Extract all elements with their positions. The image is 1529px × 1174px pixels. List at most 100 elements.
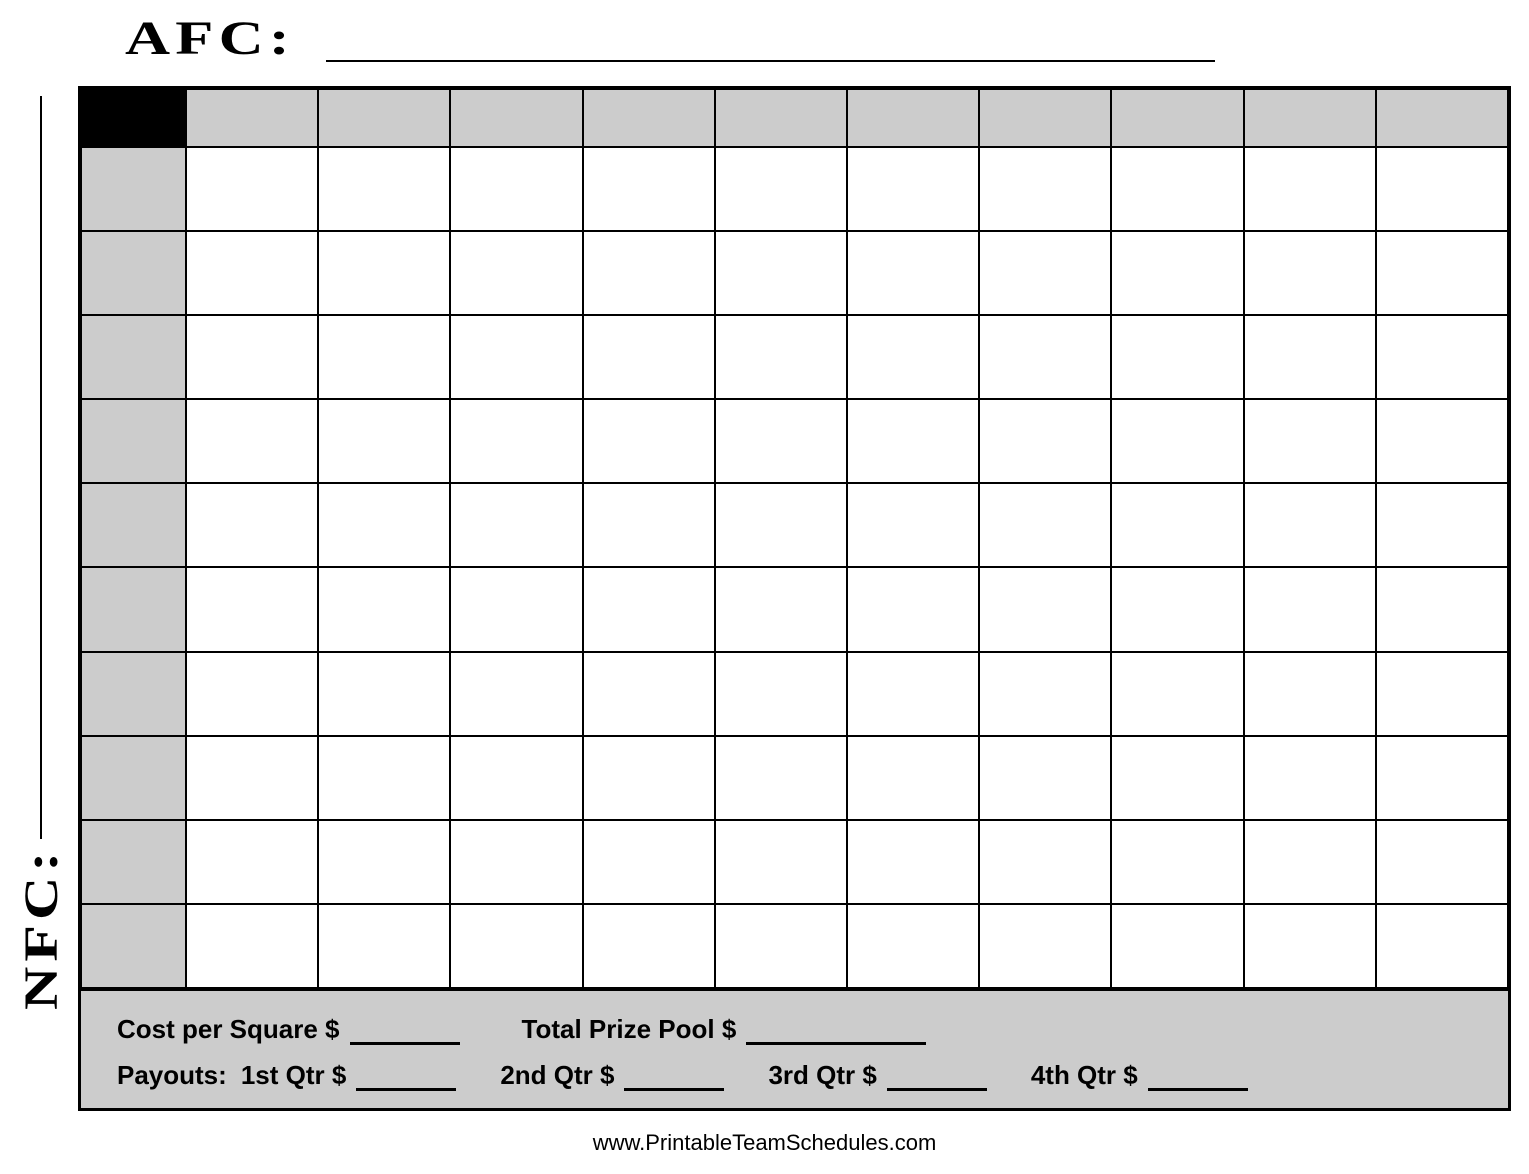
col-header <box>1244 89 1376 147</box>
square-cell <box>979 231 1111 315</box>
q2-blank <box>624 1069 724 1091</box>
square-cell <box>186 820 318 904</box>
square-cell <box>1111 147 1243 231</box>
square-cell <box>450 231 582 315</box>
square-cell <box>1244 231 1376 315</box>
square-cell <box>318 567 450 651</box>
square-cell <box>715 483 847 567</box>
square-cell <box>847 231 979 315</box>
square-cell <box>1111 904 1243 988</box>
row-header <box>81 736 186 820</box>
footer-url: www.PrintableTeamSchedules.com <box>0 1130 1529 1156</box>
square-cell <box>583 652 715 736</box>
afc-team-blank-line <box>326 60 1215 62</box>
square-cell <box>1376 652 1508 736</box>
square-cell <box>1111 399 1243 483</box>
row-header <box>81 483 186 567</box>
q4-blank <box>1148 1069 1248 1091</box>
row-header <box>81 399 186 483</box>
square-cell <box>318 399 450 483</box>
nfc-header: NFC: <box>16 86 66 994</box>
square-cell <box>186 904 318 988</box>
square-cell <box>1244 820 1376 904</box>
square-cell <box>1111 483 1243 567</box>
square-cell <box>1111 231 1243 315</box>
square-cell <box>847 820 979 904</box>
square-cell <box>847 567 979 651</box>
square-cell <box>1376 315 1508 399</box>
square-cell <box>715 147 847 231</box>
info-bar: Cost per Square $ Total Prize Pool $ Pay… <box>78 991 1511 1111</box>
square-cell <box>979 483 1111 567</box>
col-header <box>450 89 582 147</box>
square-cell <box>847 904 979 988</box>
square-cell <box>450 567 582 651</box>
square-cell <box>186 652 318 736</box>
square-cell <box>1111 567 1243 651</box>
prize-label: Total Prize Pool $ <box>522 1014 737 1045</box>
square-cell <box>318 315 450 399</box>
square-cell <box>583 736 715 820</box>
q4-label: 4th Qtr $ <box>1031 1060 1138 1091</box>
square-cell <box>979 567 1111 651</box>
square-cell <box>715 399 847 483</box>
square-cell <box>847 483 979 567</box>
col-header <box>847 89 979 147</box>
square-cell <box>1376 483 1508 567</box>
square-cell <box>450 904 582 988</box>
row-header <box>81 820 186 904</box>
row-header <box>81 904 186 988</box>
nfc-team-blank-line <box>40 96 42 839</box>
square-cell <box>715 904 847 988</box>
square-cell <box>583 231 715 315</box>
col-header <box>583 89 715 147</box>
q1-label: 1st Qtr $ <box>241 1060 347 1091</box>
square-cell <box>715 231 847 315</box>
col-header <box>186 89 318 147</box>
square-cell <box>583 483 715 567</box>
square-cell <box>450 652 582 736</box>
square-cell <box>1111 315 1243 399</box>
square-cell <box>583 820 715 904</box>
col-header <box>1111 89 1243 147</box>
square-cell <box>1244 483 1376 567</box>
col-header <box>318 89 450 147</box>
football-squares-sheet: AFC: NFC: Cost per Square $ Total Prize … <box>0 0 1529 1174</box>
square-cell <box>186 399 318 483</box>
col-header <box>1376 89 1508 147</box>
grid-corner <box>81 89 186 147</box>
square-cell <box>318 904 450 988</box>
square-cell <box>450 399 582 483</box>
square-cell <box>715 736 847 820</box>
square-cell <box>979 904 1111 988</box>
q3-label: 3rd Qtr $ <box>768 1060 876 1091</box>
square-cell <box>979 652 1111 736</box>
square-cell <box>1244 652 1376 736</box>
square-cell <box>715 567 847 651</box>
q1-blank <box>356 1069 456 1091</box>
square-cell <box>715 820 847 904</box>
square-cell <box>1376 231 1508 315</box>
square-cell <box>1111 736 1243 820</box>
square-cell <box>186 315 318 399</box>
col-header <box>979 89 1111 147</box>
square-cell <box>1376 399 1508 483</box>
square-cell <box>1111 820 1243 904</box>
square-cell <box>186 147 318 231</box>
q3-blank <box>887 1069 987 1091</box>
square-cell <box>583 147 715 231</box>
square-cell <box>979 147 1111 231</box>
square-cell <box>583 399 715 483</box>
square-cell <box>450 820 582 904</box>
square-cell <box>979 736 1111 820</box>
square-cell <box>1244 736 1376 820</box>
square-cell <box>715 315 847 399</box>
q2-label: 2nd Qtr $ <box>500 1060 614 1091</box>
row-header <box>81 567 186 651</box>
info-row-1: Cost per Square $ Total Prize Pool $ <box>117 1014 1472 1045</box>
square-cell <box>1376 736 1508 820</box>
info-row-2: Payouts: 1st Qtr $ 2nd Qtr $ 3rd Qtr $ 4… <box>117 1060 1472 1091</box>
square-cell <box>979 820 1111 904</box>
square-cell <box>318 736 450 820</box>
square-cell <box>583 315 715 399</box>
